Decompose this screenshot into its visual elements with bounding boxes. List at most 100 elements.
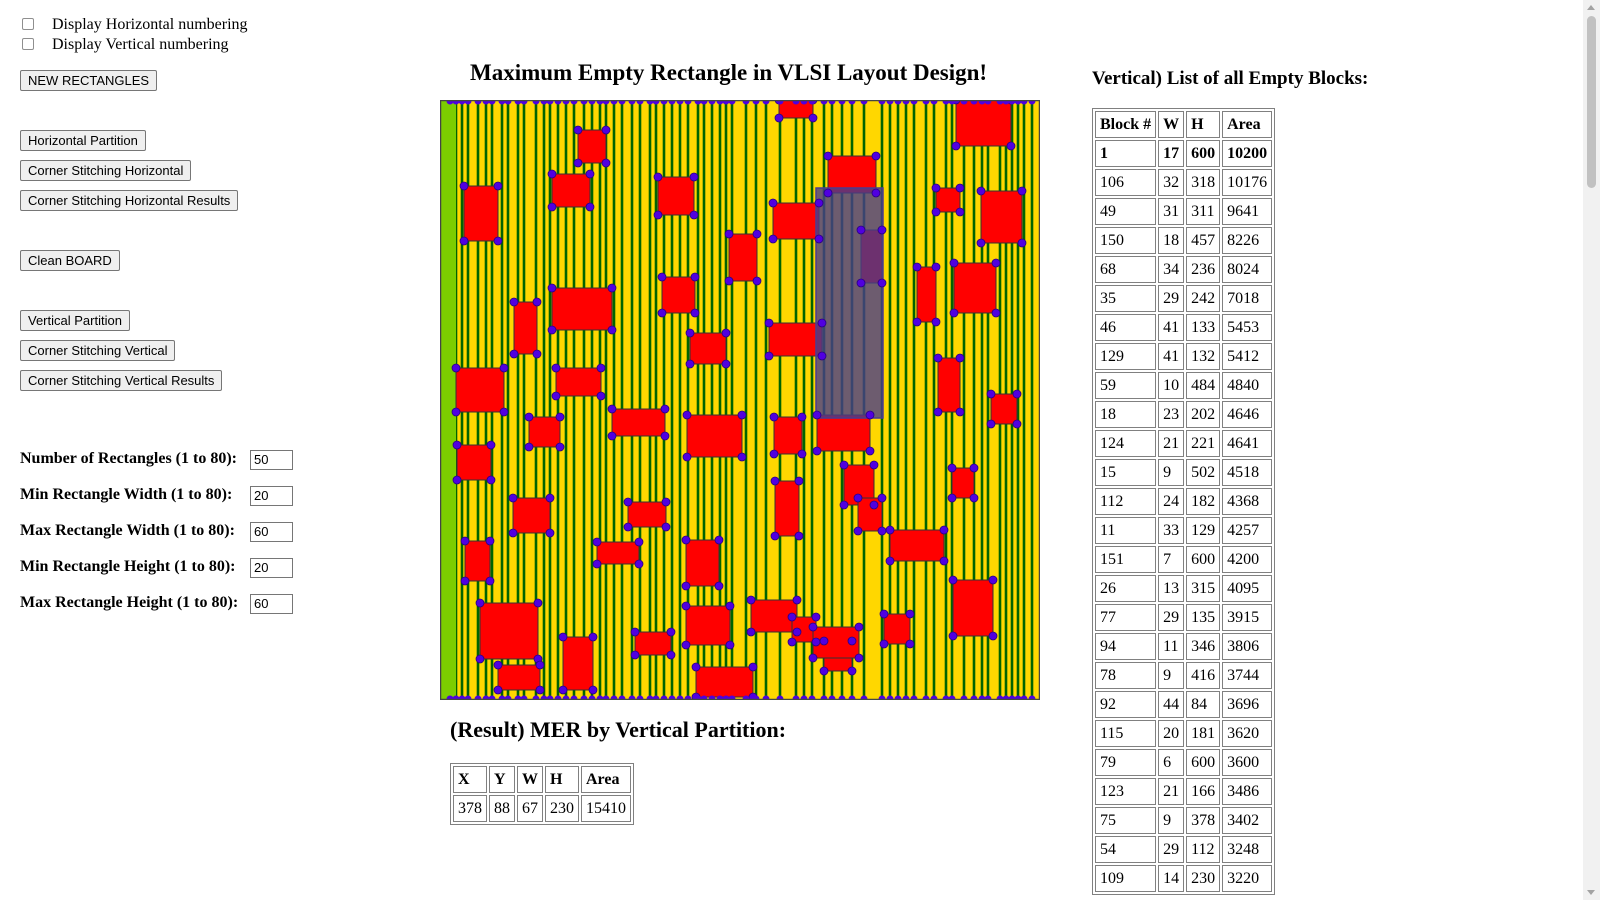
corner-point bbox=[524, 442, 534, 452]
corner-point bbox=[879, 639, 889, 649]
occupied-block bbox=[916, 266, 937, 323]
block-h: 166 bbox=[1186, 778, 1221, 805]
corner-point bbox=[666, 627, 676, 637]
occupied-block bbox=[980, 190, 1023, 244]
vertical-partition-button[interactable]: Vertical Partition bbox=[20, 310, 130, 331]
corner-stitching-horizontal-button[interactable]: Corner Stitching Horizontal bbox=[20, 160, 192, 181]
corner-point bbox=[787, 612, 797, 622]
layout-board[interactable] bbox=[440, 100, 1040, 700]
corner-stitching-vertical-button[interactable]: Corner Stitching Vertical bbox=[20, 340, 176, 361]
corner-point bbox=[499, 363, 509, 373]
corner-point bbox=[685, 328, 695, 338]
corner-point bbox=[685, 359, 695, 369]
min-height-label: Min Rectangle Height (1 to 80): bbox=[20, 558, 236, 575]
corner-point bbox=[933, 407, 943, 417]
corner-point bbox=[682, 452, 692, 462]
corner-point bbox=[508, 493, 518, 503]
scroll-down-icon[interactable] bbox=[1587, 890, 1595, 895]
horizontal-partition-button[interactable]: Horizontal Partition bbox=[20, 130, 146, 151]
block-w: 17 bbox=[1158, 140, 1185, 167]
corner-point bbox=[1006, 141, 1016, 151]
corner-point bbox=[607, 325, 617, 335]
corner-stitching-horizontal-results-button[interactable]: Corner Stitching Horizontal Results bbox=[20, 190, 239, 211]
block-area: 10200 bbox=[1222, 140, 1273, 167]
corner-point bbox=[585, 202, 595, 212]
corner-point bbox=[653, 172, 663, 182]
block-area: 3486 bbox=[1222, 778, 1273, 805]
blocks-header-h: H bbox=[1186, 111, 1221, 138]
corner-point bbox=[768, 234, 778, 244]
corner-point bbox=[493, 236, 503, 246]
corner-point bbox=[737, 452, 747, 462]
result-x: 378 bbox=[453, 795, 487, 822]
corner-point bbox=[814, 198, 824, 208]
corner-point bbox=[555, 412, 565, 422]
corner-point bbox=[839, 500, 849, 510]
clean-board-button[interactable]: Clean BOARD bbox=[20, 250, 120, 271]
occupied-block bbox=[661, 276, 696, 314]
corner-point bbox=[547, 169, 557, 179]
max-width-input[interactable]: 60 bbox=[250, 522, 293, 542]
block-h: 346 bbox=[1186, 633, 1221, 660]
max-height-input[interactable]: 60 bbox=[250, 594, 293, 614]
corner-point bbox=[877, 278, 887, 288]
corner-point bbox=[459, 236, 469, 246]
corner-point bbox=[817, 318, 827, 328]
block-w: 24 bbox=[1158, 488, 1185, 515]
min-width-input[interactable]: 20 bbox=[250, 486, 293, 506]
corner-point bbox=[939, 556, 949, 566]
block-number: 35 bbox=[1095, 285, 1157, 312]
block-w: 34 bbox=[1158, 256, 1185, 283]
corner-point bbox=[885, 525, 895, 535]
occupied-block bbox=[455, 367, 505, 413]
scroll-up-icon[interactable] bbox=[1587, 5, 1595, 10]
blocks-header-w: W bbox=[1158, 111, 1185, 138]
corner-point bbox=[452, 475, 462, 485]
block-number: 26 bbox=[1095, 575, 1157, 602]
corner-point bbox=[661, 497, 671, 507]
result-row: 378 88 67 230 15410 bbox=[453, 795, 631, 822]
result-header-y: Y bbox=[489, 766, 515, 793]
occupied-block bbox=[562, 636, 594, 691]
block-area: 5412 bbox=[1222, 343, 1273, 370]
corner-point bbox=[509, 297, 519, 307]
occupied-block bbox=[634, 631, 672, 656]
block-number: 78 bbox=[1095, 662, 1157, 689]
corner-point bbox=[764, 351, 774, 361]
corner-point bbox=[811, 637, 821, 647]
page-scrollbar[interactable] bbox=[1583, 0, 1600, 900]
block-w: 29 bbox=[1158, 836, 1185, 863]
block-area: 3248 bbox=[1222, 836, 1273, 863]
new-rectangles-button[interactable]: NEW RECTANGLES bbox=[20, 70, 158, 91]
corner-point bbox=[865, 446, 875, 456]
corner-point bbox=[588, 685, 598, 695]
corner-stitching-vertical-results-button[interactable]: Corner Stitching Vertical Results bbox=[20, 370, 223, 391]
corner-point bbox=[797, 412, 807, 422]
corner-point bbox=[988, 575, 998, 585]
block-w: 21 bbox=[1158, 430, 1185, 457]
min-height-input[interactable]: 20 bbox=[250, 558, 293, 578]
block-h: 242 bbox=[1186, 285, 1221, 312]
corner-point bbox=[905, 639, 915, 649]
corner-point bbox=[452, 440, 462, 450]
block-h: 230 bbox=[1186, 865, 1221, 892]
result-header-w: W bbox=[517, 766, 543, 793]
corner-point bbox=[475, 598, 485, 608]
table-row: 112 24 182 4368 bbox=[1095, 488, 1273, 515]
scroll-thumb[interactable] bbox=[1587, 16, 1596, 188]
occupied-block bbox=[990, 393, 1018, 425]
horizontal-numbering-checkbox[interactable] bbox=[22, 18, 34, 30]
corner-point bbox=[451, 363, 461, 373]
table-row: 54 29 112 3248 bbox=[1095, 836, 1273, 863]
block-number: 18 bbox=[1095, 401, 1157, 428]
vertical-numbering-checkbox[interactable] bbox=[22, 38, 34, 50]
block-h: 129 bbox=[1186, 517, 1221, 544]
corner-point bbox=[986, 419, 996, 429]
corner-point bbox=[955, 407, 965, 417]
num-rectangles-input[interactable]: 50 bbox=[250, 450, 293, 470]
corner-point bbox=[792, 595, 802, 605]
corner-point bbox=[588, 632, 598, 642]
block-area: 4200 bbox=[1222, 546, 1273, 573]
mer-highlight bbox=[815, 187, 884, 419]
corner-point bbox=[947, 463, 957, 473]
